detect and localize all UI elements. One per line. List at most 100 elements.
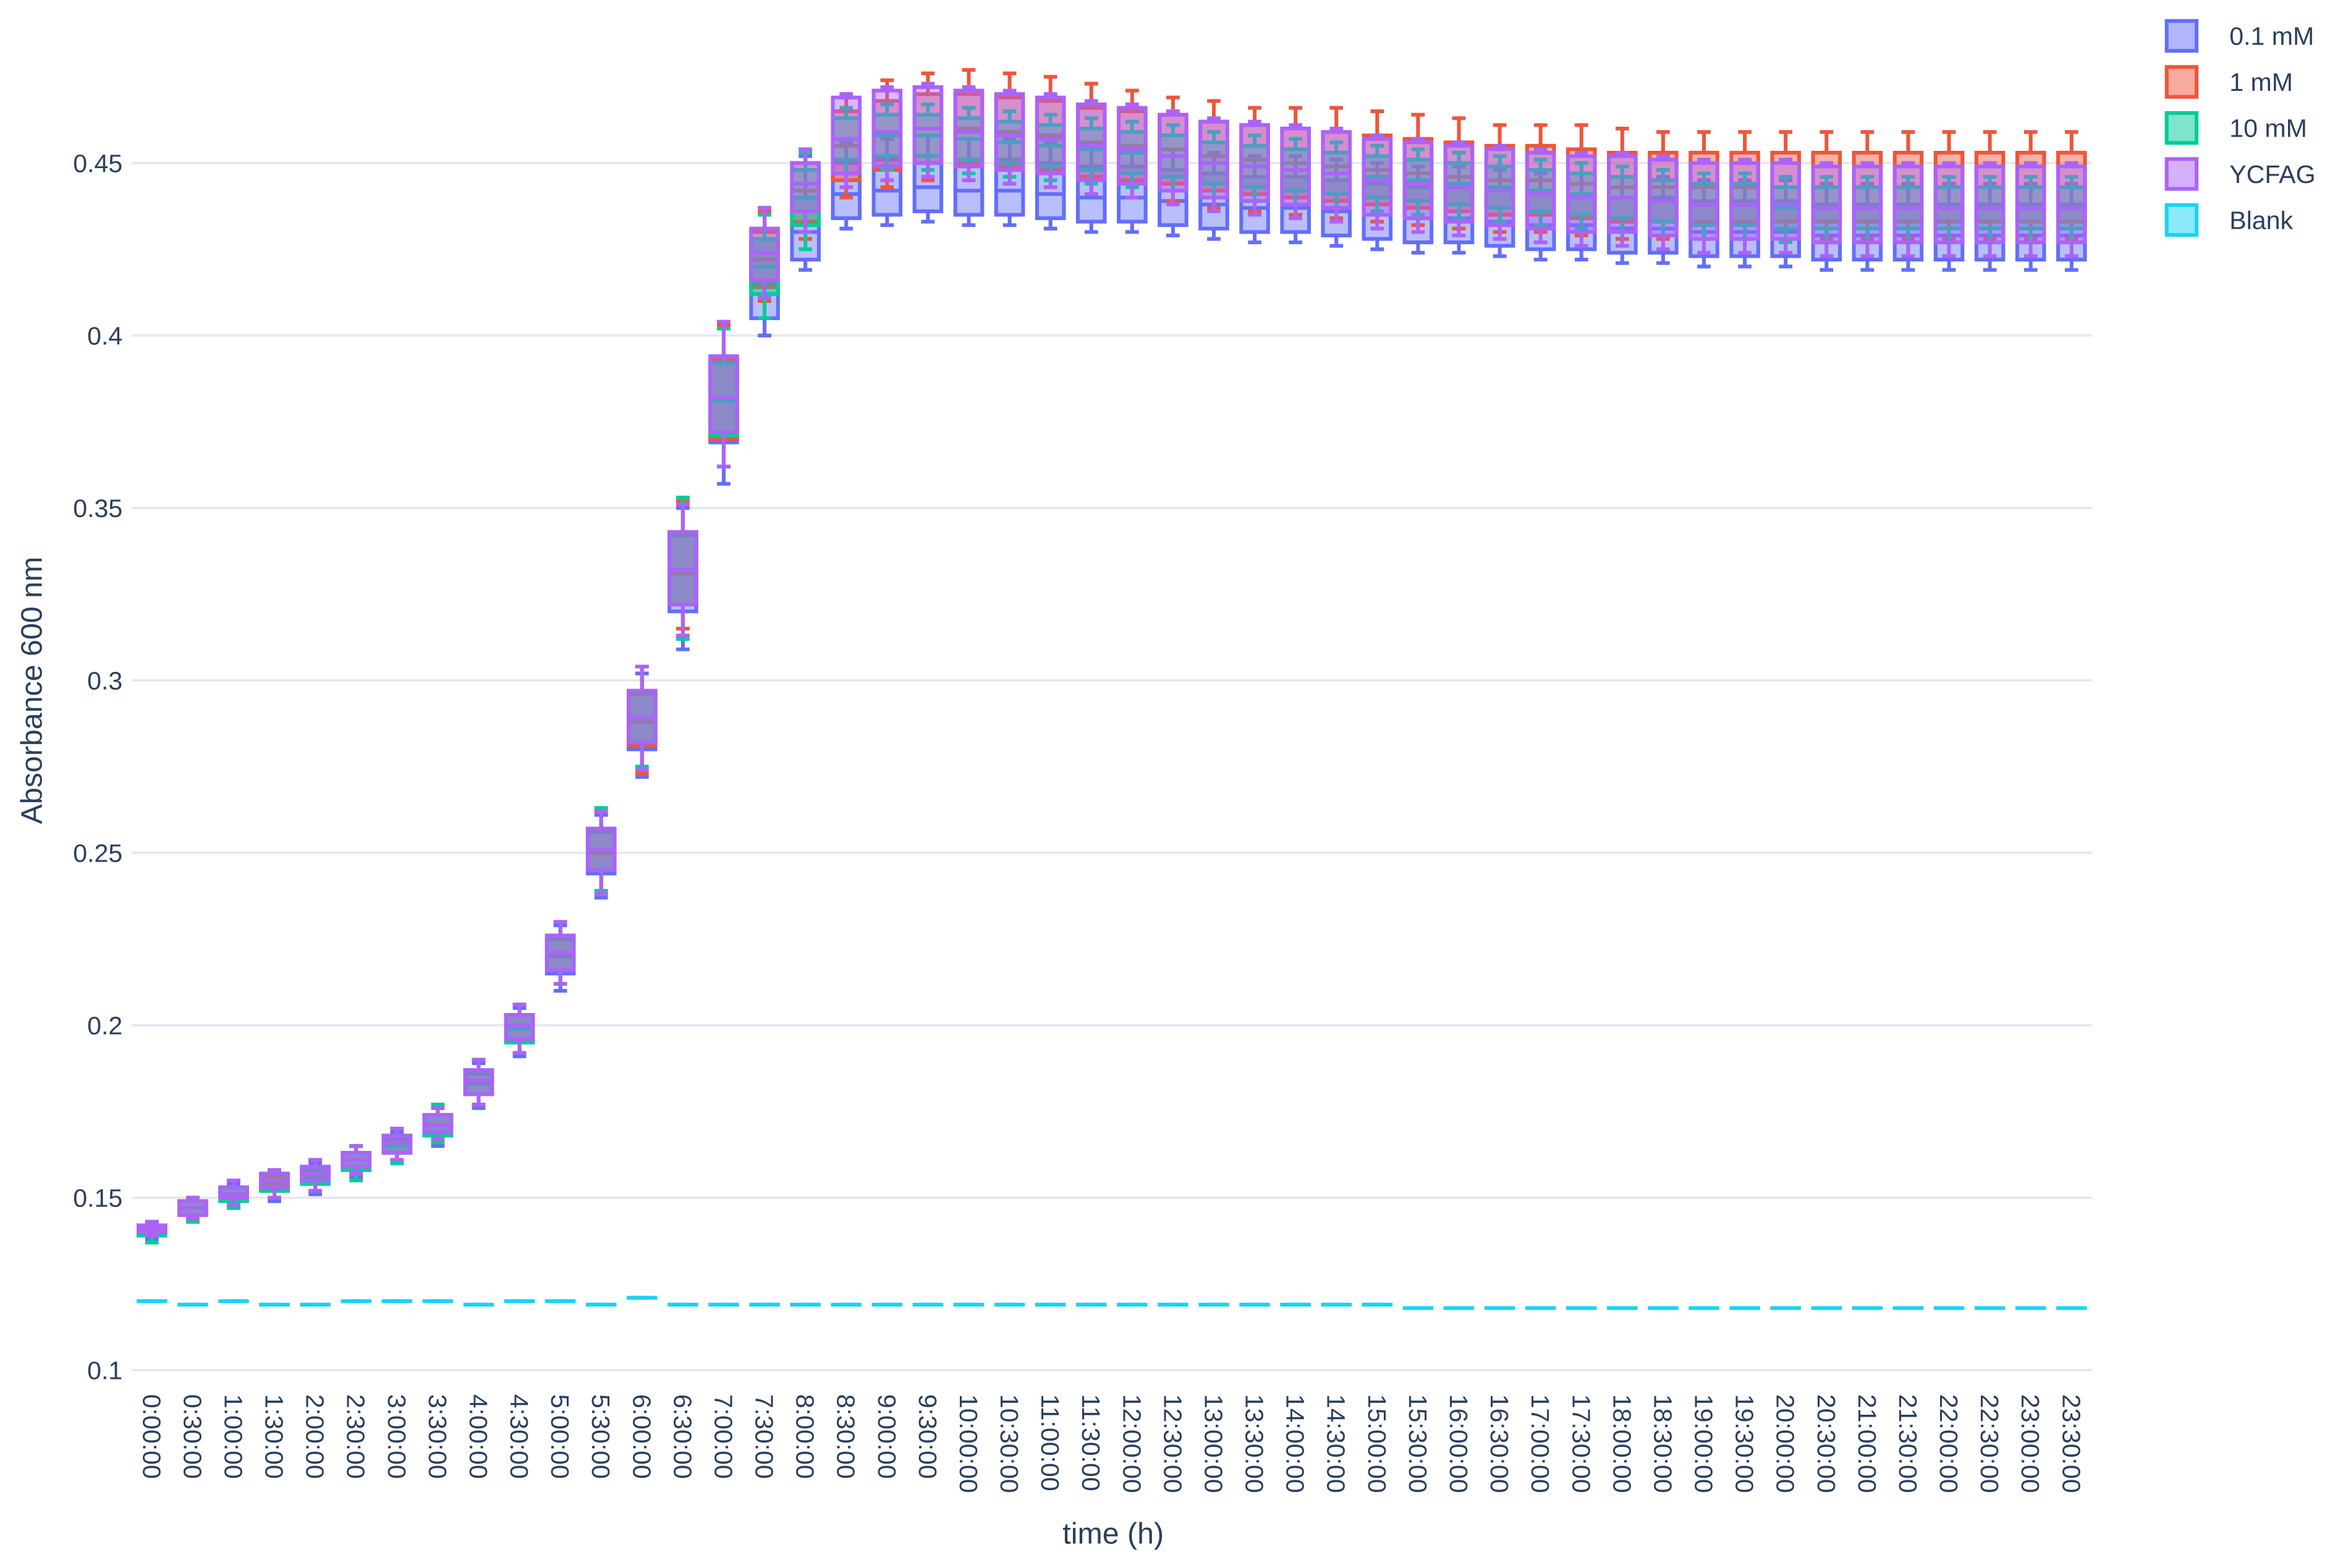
x-tick-label: 20:00:00 [1771, 1394, 1800, 1493]
box [1198, 119, 1229, 200]
x-tick-label: 6:30:00 [668, 1394, 697, 1479]
legend-label: 10 mM [2229, 114, 2307, 143]
box [1852, 164, 1883, 245]
box [1117, 106, 1148, 186]
x-tick-label: 2:00:00 [301, 1394, 329, 1479]
box [1280, 126, 1311, 206]
x-tick-label: 18:30:00 [1648, 1394, 1677, 1493]
x-tick-label: 2:30:00 [342, 1394, 370, 1479]
x-tick-label: 15:00:00 [1363, 1394, 1391, 1493]
legend-label: Blank [2229, 206, 2293, 234]
box [708, 354, 739, 434]
x-tick-label: 7:30:00 [750, 1394, 779, 1479]
x-tick-label: 4:30:00 [505, 1394, 533, 1479]
y-tick-label: 0.15 [73, 1184, 122, 1212]
y-tick-label: 0.25 [73, 839, 122, 867]
x-tick-label: 16:00:00 [1444, 1394, 1473, 1493]
box [953, 88, 985, 169]
box [1525, 151, 1556, 231]
x-tick-label: 9:30:00 [913, 1394, 942, 1479]
x-tick-label: 15:30:00 [1404, 1394, 1432, 1493]
legend-label: 1 mM [2229, 68, 2293, 96]
x-tick-label: 3:00:00 [383, 1394, 411, 1479]
box-series [137, 133, 2087, 1241]
box [1035, 95, 1066, 176]
x-tick-label: 12:30:00 [1158, 1394, 1187, 1493]
x-tick-label: 1:30:00 [260, 1394, 289, 1479]
box [1075, 102, 1107, 182]
x-tick-label: 8:30:00 [832, 1394, 860, 1479]
box [912, 85, 944, 165]
x-tick-label: 11:00:00 [1036, 1394, 1064, 1491]
box [1484, 147, 1515, 227]
grid [131, 161, 2092, 1371]
box [1321, 130, 1352, 210]
box [871, 88, 903, 169]
legend-swatch [2164, 157, 2199, 191]
box [1688, 161, 1719, 241]
box [2056, 164, 2087, 245]
x-tick-label: 0:30:00 [178, 1394, 206, 1479]
axes: 0.1 0.15 0.2 0.25 0.3 0.35 0.4 0.45 0:00:00 0:30:… [73, 149, 2085, 1493]
x-tick-label: 13:30:00 [1240, 1394, 1269, 1493]
x-tick-label: 11:30:00 [1077, 1394, 1105, 1491]
box [1892, 164, 1924, 245]
box [1362, 137, 1393, 217]
x-tick-label: 19:30:00 [1731, 1394, 1759, 1493]
x-tick-label: 23:30:00 [2057, 1394, 2085, 1493]
legend-swatch [2164, 203, 2199, 237]
x-tick-label: 14:30:00 [1322, 1394, 1350, 1493]
x-tick-label: 6:00:00 [627, 1394, 656, 1479]
box [1443, 143, 1475, 224]
x-tick-label: 14:00:00 [1281, 1394, 1310, 1493]
x-tick-label: 7:00:00 [709, 1394, 737, 1479]
x-tick-label: 3:30:00 [423, 1394, 452, 1479]
x-tick-label: 4:00:00 [464, 1394, 493, 1479]
y-tick-label: 0.1 [87, 1356, 122, 1384]
legend-label: YCFAG [2229, 160, 2315, 189]
x-tick-label: 17:30:00 [1567, 1394, 1595, 1493]
x-tick-label: 20:30:00 [1812, 1394, 1841, 1493]
plot-area [137, 68, 2087, 1310]
x-axis-title: time (h) [1062, 1517, 1164, 1551]
x-tick-label: 21:30:00 [1894, 1394, 1922, 1493]
box [1158, 112, 1188, 193]
legend-swatch [2164, 65, 2199, 99]
box [1811, 164, 1842, 245]
box [1566, 154, 1597, 234]
box [994, 92, 1025, 172]
x-tick-label: 23:00:00 [2016, 1394, 2044, 1493]
box [1607, 154, 1638, 234]
box [1729, 161, 1760, 241]
x-tick-label: 8:00:00 [791, 1394, 820, 1479]
y-axis-title: Absorbance 600 nm [15, 557, 49, 824]
box [831, 95, 862, 176]
box [790, 161, 821, 213]
y-tick-label: 0.35 [73, 494, 122, 522]
y-tick-label: 0.45 [73, 149, 122, 177]
box [1974, 164, 2006, 245]
legend-swatch [2164, 111, 2199, 145]
x-tick-label: 19:00:00 [1690, 1394, 1718, 1493]
x-tick-label: 10:00:00 [954, 1394, 983, 1493]
box [1933, 164, 1965, 245]
x-tick-label: 18:00:00 [1608, 1394, 1636, 1493]
legend: 0.1 mM 1 mM 10 mM YCFAG Blank [2164, 19, 2316, 237]
x-tick-label: 5:30:00 [587, 1394, 615, 1479]
box [1648, 158, 1679, 237]
x-tick-label: 1:00:00 [219, 1394, 247, 1479]
y-tick-label: 0.3 [87, 666, 122, 695]
legend-label: 0.1 mM [2229, 22, 2314, 51]
x-tick-label: 9:00:00 [873, 1394, 901, 1479]
x-tick-label: 17:00:00 [1526, 1394, 1554, 1493]
y-tick-label: 0.4 [87, 321, 122, 350]
box [1770, 161, 1801, 241]
box-series [137, 82, 2087, 1238]
x-tick-label: 13:00:00 [1199, 1394, 1227, 1493]
legend-swatch [2164, 19, 2199, 53]
box [1239, 123, 1270, 203]
box [2015, 164, 2046, 245]
x-tick-label: 22:30:00 [1975, 1394, 2004, 1493]
box-series [137, 1295, 2087, 1310]
